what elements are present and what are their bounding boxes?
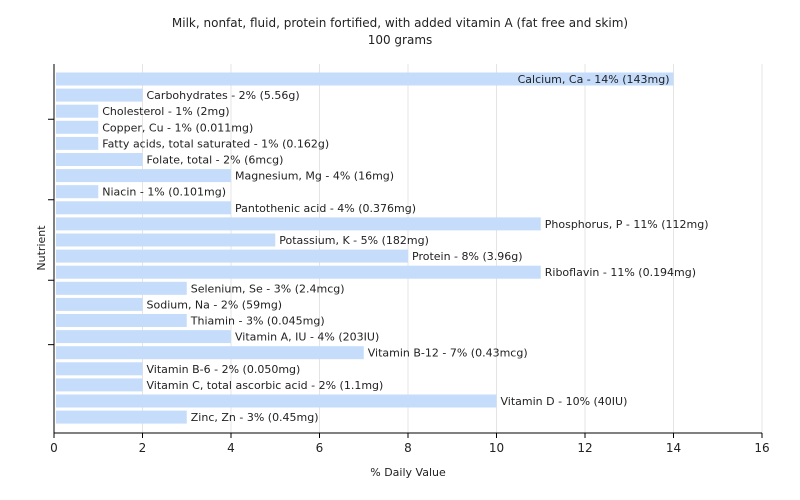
x-axis-title: % Daily Value [370, 466, 446, 479]
bar [56, 362, 143, 376]
chart-subtitle: 100 grams [367, 33, 433, 47]
bar [56, 136, 99, 150]
bar [56, 104, 99, 118]
bar-label: Thiamin - 3% (0.045mg) [190, 315, 325, 328]
bar [56, 185, 99, 199]
bar [56, 346, 364, 360]
bar [56, 297, 143, 311]
bar-label: Sodium, Na - 2% (59mg) [147, 298, 283, 311]
grid-lines [142, 64, 763, 433]
bar [56, 169, 231, 183]
bar-label: Calcium, Ca - 14% (143mg) [518, 73, 670, 86]
bar-label: Niacin - 1% (0.101mg) [102, 186, 226, 199]
bar-label: Vitamin C, total ascorbic acid - 2% (1.1… [147, 379, 384, 392]
bar-label: Riboflavin - 11% (0.194mg) [545, 266, 696, 279]
y-axis-title: Nutrient [35, 225, 48, 271]
bar-label: Copper, Cu - 1% (0.011mg) [102, 121, 253, 134]
bar [56, 410, 187, 424]
bars: Calcium, Ca - 14% (143mg) Carbohydrates -… [56, 72, 709, 424]
x-tick-label: 0 [50, 441, 58, 455]
bar-label: Vitamin A, IU - 4% (203IU) [235, 331, 379, 344]
bar [56, 249, 408, 263]
bar-label: Cholesterol - 1% (2mg) [102, 105, 229, 118]
x-tick-label: 12 [577, 441, 592, 455]
bar [56, 120, 99, 134]
bar [56, 217, 541, 231]
bar-label: Carbohydrates - 2% (5.56g) [147, 89, 300, 102]
x-tick-label: 14 [666, 441, 681, 455]
x-tick-label: 2 [139, 441, 147, 455]
bar-label: Zinc, Zn - 3% (0.45mg) [191, 411, 319, 424]
bar-label: Fatty acids, total saturated - 1% (0.162… [102, 137, 329, 150]
bar-label: Pantothenic acid - 4% (0.376mg) [235, 202, 416, 215]
bar [56, 314, 187, 327]
bar-label: Vitamin B-12 - 7% (0.43mcg) [368, 347, 528, 360]
bar [56, 265, 541, 279]
bar [56, 281, 187, 295]
bar-label: Potassium, K - 5% (182mg) [279, 234, 429, 247]
bar-label: Protein - 8% (3.96g) [412, 250, 523, 263]
axes: 0 2 4 6 8 10 12 14 16 [48, 64, 770, 455]
bar [56, 88, 143, 102]
bar [56, 233, 276, 247]
bar-label: Folate, total - 2% (6mcg) [147, 154, 284, 167]
x-tick-label: 10 [489, 441, 504, 455]
bar [56, 394, 497, 408]
bar [56, 330, 231, 344]
x-tick-label: 6 [316, 441, 324, 455]
bar-label: Vitamin B-6 - 2% (0.050mg) [147, 363, 301, 376]
x-tick-label: 8 [404, 441, 412, 455]
bar-label: Vitamin D - 10% (40IU) [501, 395, 628, 408]
bar-label: Magnesium, Mg - 4% (16mg) [235, 170, 394, 183]
x-tick-label: 4 [227, 441, 235, 455]
bar [56, 378, 143, 392]
bar [56, 72, 674, 86]
x-tick-label: 16 [754, 441, 769, 455]
bar-label: Selenium, Se - 3% (2.4mcg) [191, 282, 345, 295]
bar [56, 153, 143, 166]
chart-title: Milk, nonfat, fluid, protein fortified, … [171, 16, 629, 30]
bar-label: Phosphorus, P - 11% (112mg) [545, 218, 709, 231]
bar [56, 201, 231, 215]
